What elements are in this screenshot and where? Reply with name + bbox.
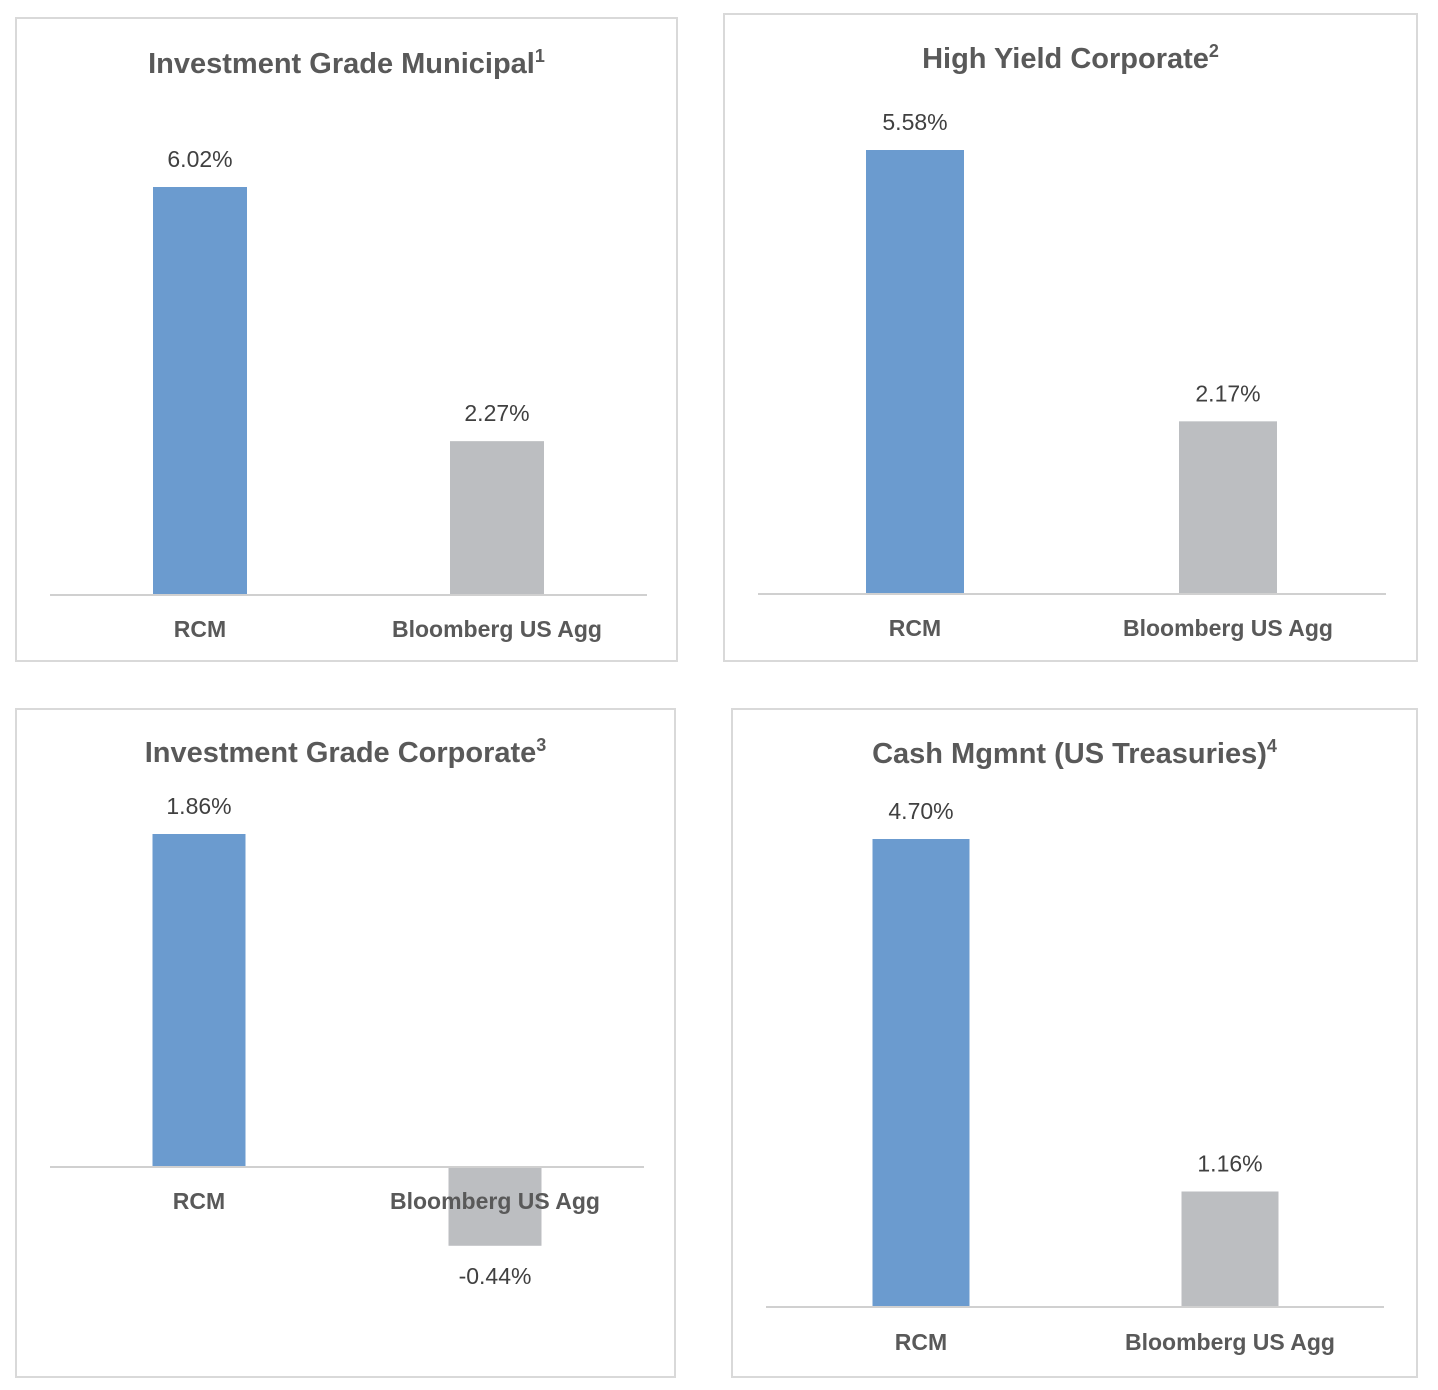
chart-title: Investment Grade Corporate3 <box>145 735 547 769</box>
chart-title-footnote: 4 <box>1267 736 1277 756</box>
category-label: RCM <box>895 1329 947 1355</box>
category-label: RCM <box>173 1188 225 1214</box>
data-label: -0.44% <box>459 1263 532 1289</box>
data-label: 2.27% <box>464 400 529 426</box>
category-label: RCM <box>889 615 941 641</box>
chart-svg: Cash Mgmnt (US Treasuries)4 4.70% 1.16% RCM… <box>766 736 1384 1355</box>
chart-title-footnote: 2 <box>1209 41 1219 61</box>
chart-title-text: Cash Mgmnt (US Treasuries) <box>872 738 1267 770</box>
category-label: Bloomberg US Agg <box>1125 1329 1335 1355</box>
chart-title: High Yield Corporate2 <box>922 41 1219 75</box>
data-label: 1.16% <box>1197 1150 1262 1176</box>
data-label: 4.70% <box>888 798 953 824</box>
category-label: Bloomberg US Agg <box>390 1188 600 1214</box>
bar-rcm <box>872 839 970 1307</box>
chart-panel-investment-grade-municipal: Investment Grade Municipal1 6.02% 2.27% RCM… <box>15 17 678 662</box>
chart-panel-high-yield-corporate: High Yield Corporate2 5.58% 2.17% RCM Bloomb… <box>723 13 1418 662</box>
category-label: Bloomberg US Agg <box>1123 615 1333 641</box>
chart-title-text: Investment Grade Corporate <box>145 737 537 769</box>
chart-svg: Investment Grade Municipal1 6.02% 2.27% RCM… <box>50 46 647 642</box>
chart-panel-cash-management: Cash Mgmnt (US Treasuries)4 4.70% 1.16% RCM… <box>731 708 1418 1378</box>
chart-title: Cash Mgmnt (US Treasuries)4 <box>872 736 1277 770</box>
chart-svg: Investment Grade Corporate3 1.86% -0.44% RC… <box>50 735 644 1289</box>
bar-bloomberg-us-agg <box>450 441 544 595</box>
chart-panel-investment-grade-corporate: Investment Grade Corporate3 1.86% -0.44% RC… <box>15 708 676 1378</box>
chart-title-footnote: 1 <box>535 46 545 66</box>
data-label: 1.86% <box>166 793 231 819</box>
data-label: 2.17% <box>1195 380 1260 406</box>
chart-title: Investment Grade Municipal1 <box>148 46 545 80</box>
data-label: 6.02% <box>167 146 232 172</box>
chart-title-text: Investment Grade Municipal <box>148 48 535 80</box>
category-label: Bloomberg US Agg <box>392 616 602 642</box>
chart-title-text: High Yield Corporate <box>922 43 1209 75</box>
bar-rcm <box>153 187 247 595</box>
bar-bloomberg-us-agg <box>1181 1191 1279 1307</box>
chart-svg: High Yield Corporate2 5.58% 2.17% RCM Bloomb… <box>758 41 1386 641</box>
category-label: RCM <box>174 616 226 642</box>
bar-bloomberg-us-agg <box>448 1167 542 1246</box>
bar-bloomberg-us-agg <box>1179 421 1277 594</box>
bar-rcm <box>866 150 964 594</box>
data-label: 5.58% <box>882 109 947 135</box>
bar-rcm <box>152 834 246 1167</box>
chart-title-footnote: 3 <box>536 735 546 755</box>
